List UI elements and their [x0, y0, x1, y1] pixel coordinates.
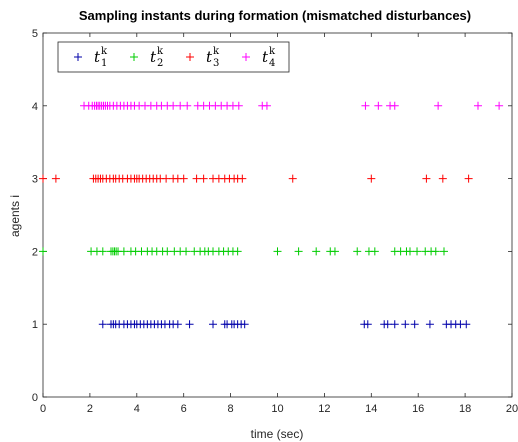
series-2-markers — [39, 247, 448, 256]
data-point — [422, 174, 431, 183]
data-point — [363, 320, 372, 329]
legend-subscript: 2 — [157, 58, 163, 69]
legend-subscript: 4 — [269, 58, 275, 69]
data-point — [176, 101, 185, 110]
data-point — [390, 320, 399, 329]
data-point — [98, 320, 107, 329]
plot-box — [42, 32, 513, 398]
legend-subscript: 3 — [213, 58, 219, 69]
data-point — [413, 247, 422, 256]
data-point — [162, 174, 171, 183]
data-point — [39, 247, 47, 256]
data-point — [361, 101, 370, 110]
data-point — [288, 174, 297, 183]
series-4-markers — [80, 101, 504, 110]
data-point — [370, 247, 379, 256]
data-point — [209, 320, 218, 329]
legend-superscript: k — [157, 46, 164, 57]
data-point — [294, 247, 303, 256]
y-tick-label: 1 — [32, 319, 38, 331]
data-point — [462, 320, 471, 329]
data-point — [262, 101, 271, 110]
legend-box — [57, 41, 290, 73]
y-tick-label: 3 — [32, 174, 38, 186]
data-point — [192, 174, 201, 183]
legend-subscript: 1 — [101, 58, 107, 69]
data-point — [169, 101, 178, 110]
data-point — [173, 320, 182, 329]
legend: t 1k t 2k t 3k t 4k — [57, 41, 290, 73]
x-tick-label: 16 — [412, 403, 424, 415]
series-1-markers — [98, 320, 471, 329]
x-tick-label: 6 — [181, 403, 187, 415]
data-point — [183, 101, 192, 110]
data-point — [495, 101, 504, 110]
x-tick-label: 4 — [134, 403, 140, 415]
data-point — [431, 247, 440, 256]
data-point — [179, 174, 188, 183]
chart-title: Sampling instants during formation (mism… — [79, 8, 471, 23]
data-point — [383, 320, 392, 329]
data-point — [410, 320, 419, 329]
data-point — [233, 247, 242, 256]
legend-label: t — [94, 48, 101, 66]
series-3-markers — [39, 174, 473, 183]
data-point — [51, 174, 60, 183]
legend-label: t — [206, 48, 213, 66]
data-point — [434, 101, 443, 110]
data-point — [425, 320, 434, 329]
data-point — [234, 101, 243, 110]
data-point — [98, 247, 107, 256]
x-tick-label: 20 — [506, 403, 518, 415]
data-point — [163, 247, 172, 256]
data-point — [439, 247, 448, 256]
y-tick-label: 0 — [32, 392, 38, 404]
data-point — [199, 174, 208, 183]
y-axis-label: agents i — [8, 195, 22, 237]
x-tick-label: 2 — [87, 403, 93, 415]
data-point — [401, 320, 410, 329]
data-point — [238, 174, 247, 183]
data-point — [182, 247, 191, 256]
x-tick-label: 18 — [459, 403, 471, 415]
y-tick-label: 2 — [32, 246, 38, 258]
x-tick-label: 14 — [365, 403, 377, 415]
data-point — [353, 247, 362, 256]
legend-label: t — [262, 48, 269, 66]
data-point — [367, 174, 376, 183]
legend-superscript: k — [101, 46, 108, 57]
y-tick-label: 4 — [32, 101, 38, 113]
data-point — [438, 174, 447, 183]
data-point — [185, 320, 194, 329]
x-tick-label: 10 — [271, 403, 283, 415]
data-point — [390, 101, 399, 110]
y-tick-label: 5 — [32, 28, 38, 40]
legend-marker — [130, 53, 138, 61]
data-point — [330, 247, 339, 256]
legend-marker — [242, 53, 250, 61]
data-point — [374, 101, 383, 110]
data-point — [405, 247, 414, 256]
data-point — [473, 101, 482, 110]
legend-label: t — [150, 48, 157, 66]
legend-superscript: k — [269, 46, 276, 57]
x-tick-label: 0 — [40, 403, 46, 415]
data-point — [240, 320, 249, 329]
legend-superscript: k — [213, 46, 220, 57]
x-tick-label: 8 — [228, 403, 234, 415]
x-axis-label: time (sec) — [251, 427, 304, 441]
legend-marker — [186, 53, 194, 61]
data-point — [119, 247, 128, 256]
data-point — [464, 174, 473, 183]
data-point — [312, 247, 321, 256]
data-point — [273, 247, 282, 256]
legend-marker — [74, 53, 82, 61]
data-point — [39, 174, 47, 183]
x-tick-label: 12 — [318, 403, 330, 415]
